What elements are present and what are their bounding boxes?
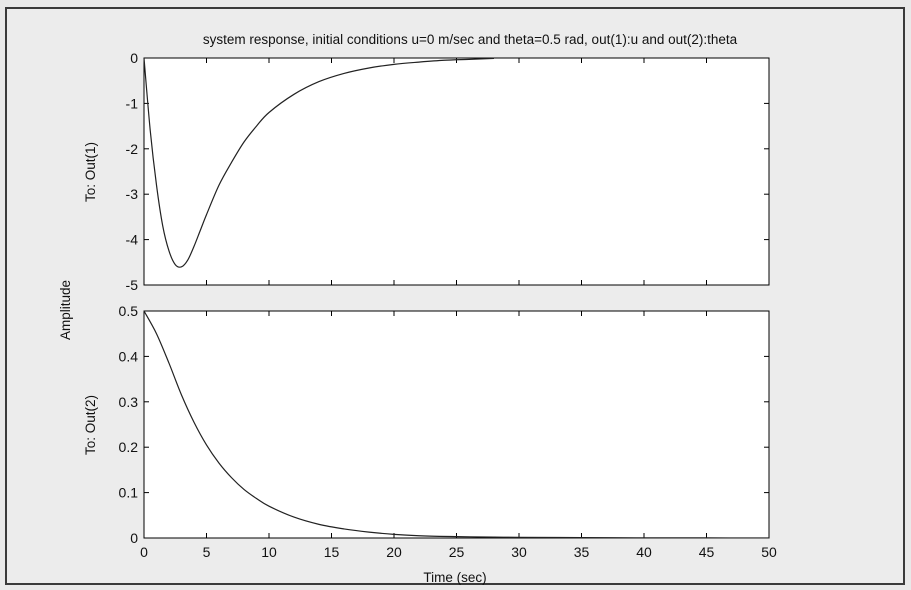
subplot-out1: To: Out(1) 0 -1 -2 -3 -4 -5: [83, 50, 770, 293]
x-tick-label: 50: [761, 544, 777, 560]
x-tick-label: 20: [386, 544, 402, 560]
y-tick-label: 0.4: [119, 348, 139, 364]
axes-out2: [143, 310, 770, 539]
x-tick-label: 35: [574, 544, 590, 560]
chart-title: system response, initial conditions u=0 …: [203, 32, 738, 47]
y-tick-label: -1: [126, 95, 139, 111]
x-tick-label: 45: [699, 544, 715, 560]
y-tick-label: 0.5: [119, 303, 139, 319]
x-tick-label: 25: [449, 544, 465, 560]
x-tick-label: 0: [140, 544, 148, 560]
y-tick-label: 0.2: [119, 439, 139, 455]
y-tick-label: 0.1: [119, 485, 139, 501]
y-tick-label: 0: [130, 50, 138, 66]
y-tick-label: -3: [126, 186, 139, 202]
subplot-out2: To: Out(2) 0.5 0.4 0.3 0.2 0.1 00 5 10 15 20 25 30 3…: [83, 303, 777, 560]
x-tick-label: 10: [261, 544, 277, 560]
x-tick-label: 15: [324, 544, 340, 560]
y-tick-label: -2: [126, 141, 139, 157]
series-line-out2: [143, 310, 770, 539]
subplot-out1-ylabel: To: Out(1): [83, 142, 98, 202]
x-tick-label: 30: [511, 544, 527, 560]
axes-out1: [143, 57, 770, 286]
y-tick-label: 0: [130, 530, 138, 546]
x-tick-label: 5: [203, 544, 211, 560]
x-tick-label: 40: [636, 544, 652, 560]
series-line-out1: [143, 57, 495, 268]
y-tick-label: -4: [126, 232, 139, 248]
y-axis-label: Amplitude: [58, 280, 73, 340]
y-tick-label: 0.3: [119, 394, 139, 410]
y-tick-label: -5: [126, 277, 139, 293]
subplot-out2-ylabel: To: Out(2): [83, 395, 98, 455]
x-axis-label: Time (sec): [423, 570, 486, 585]
